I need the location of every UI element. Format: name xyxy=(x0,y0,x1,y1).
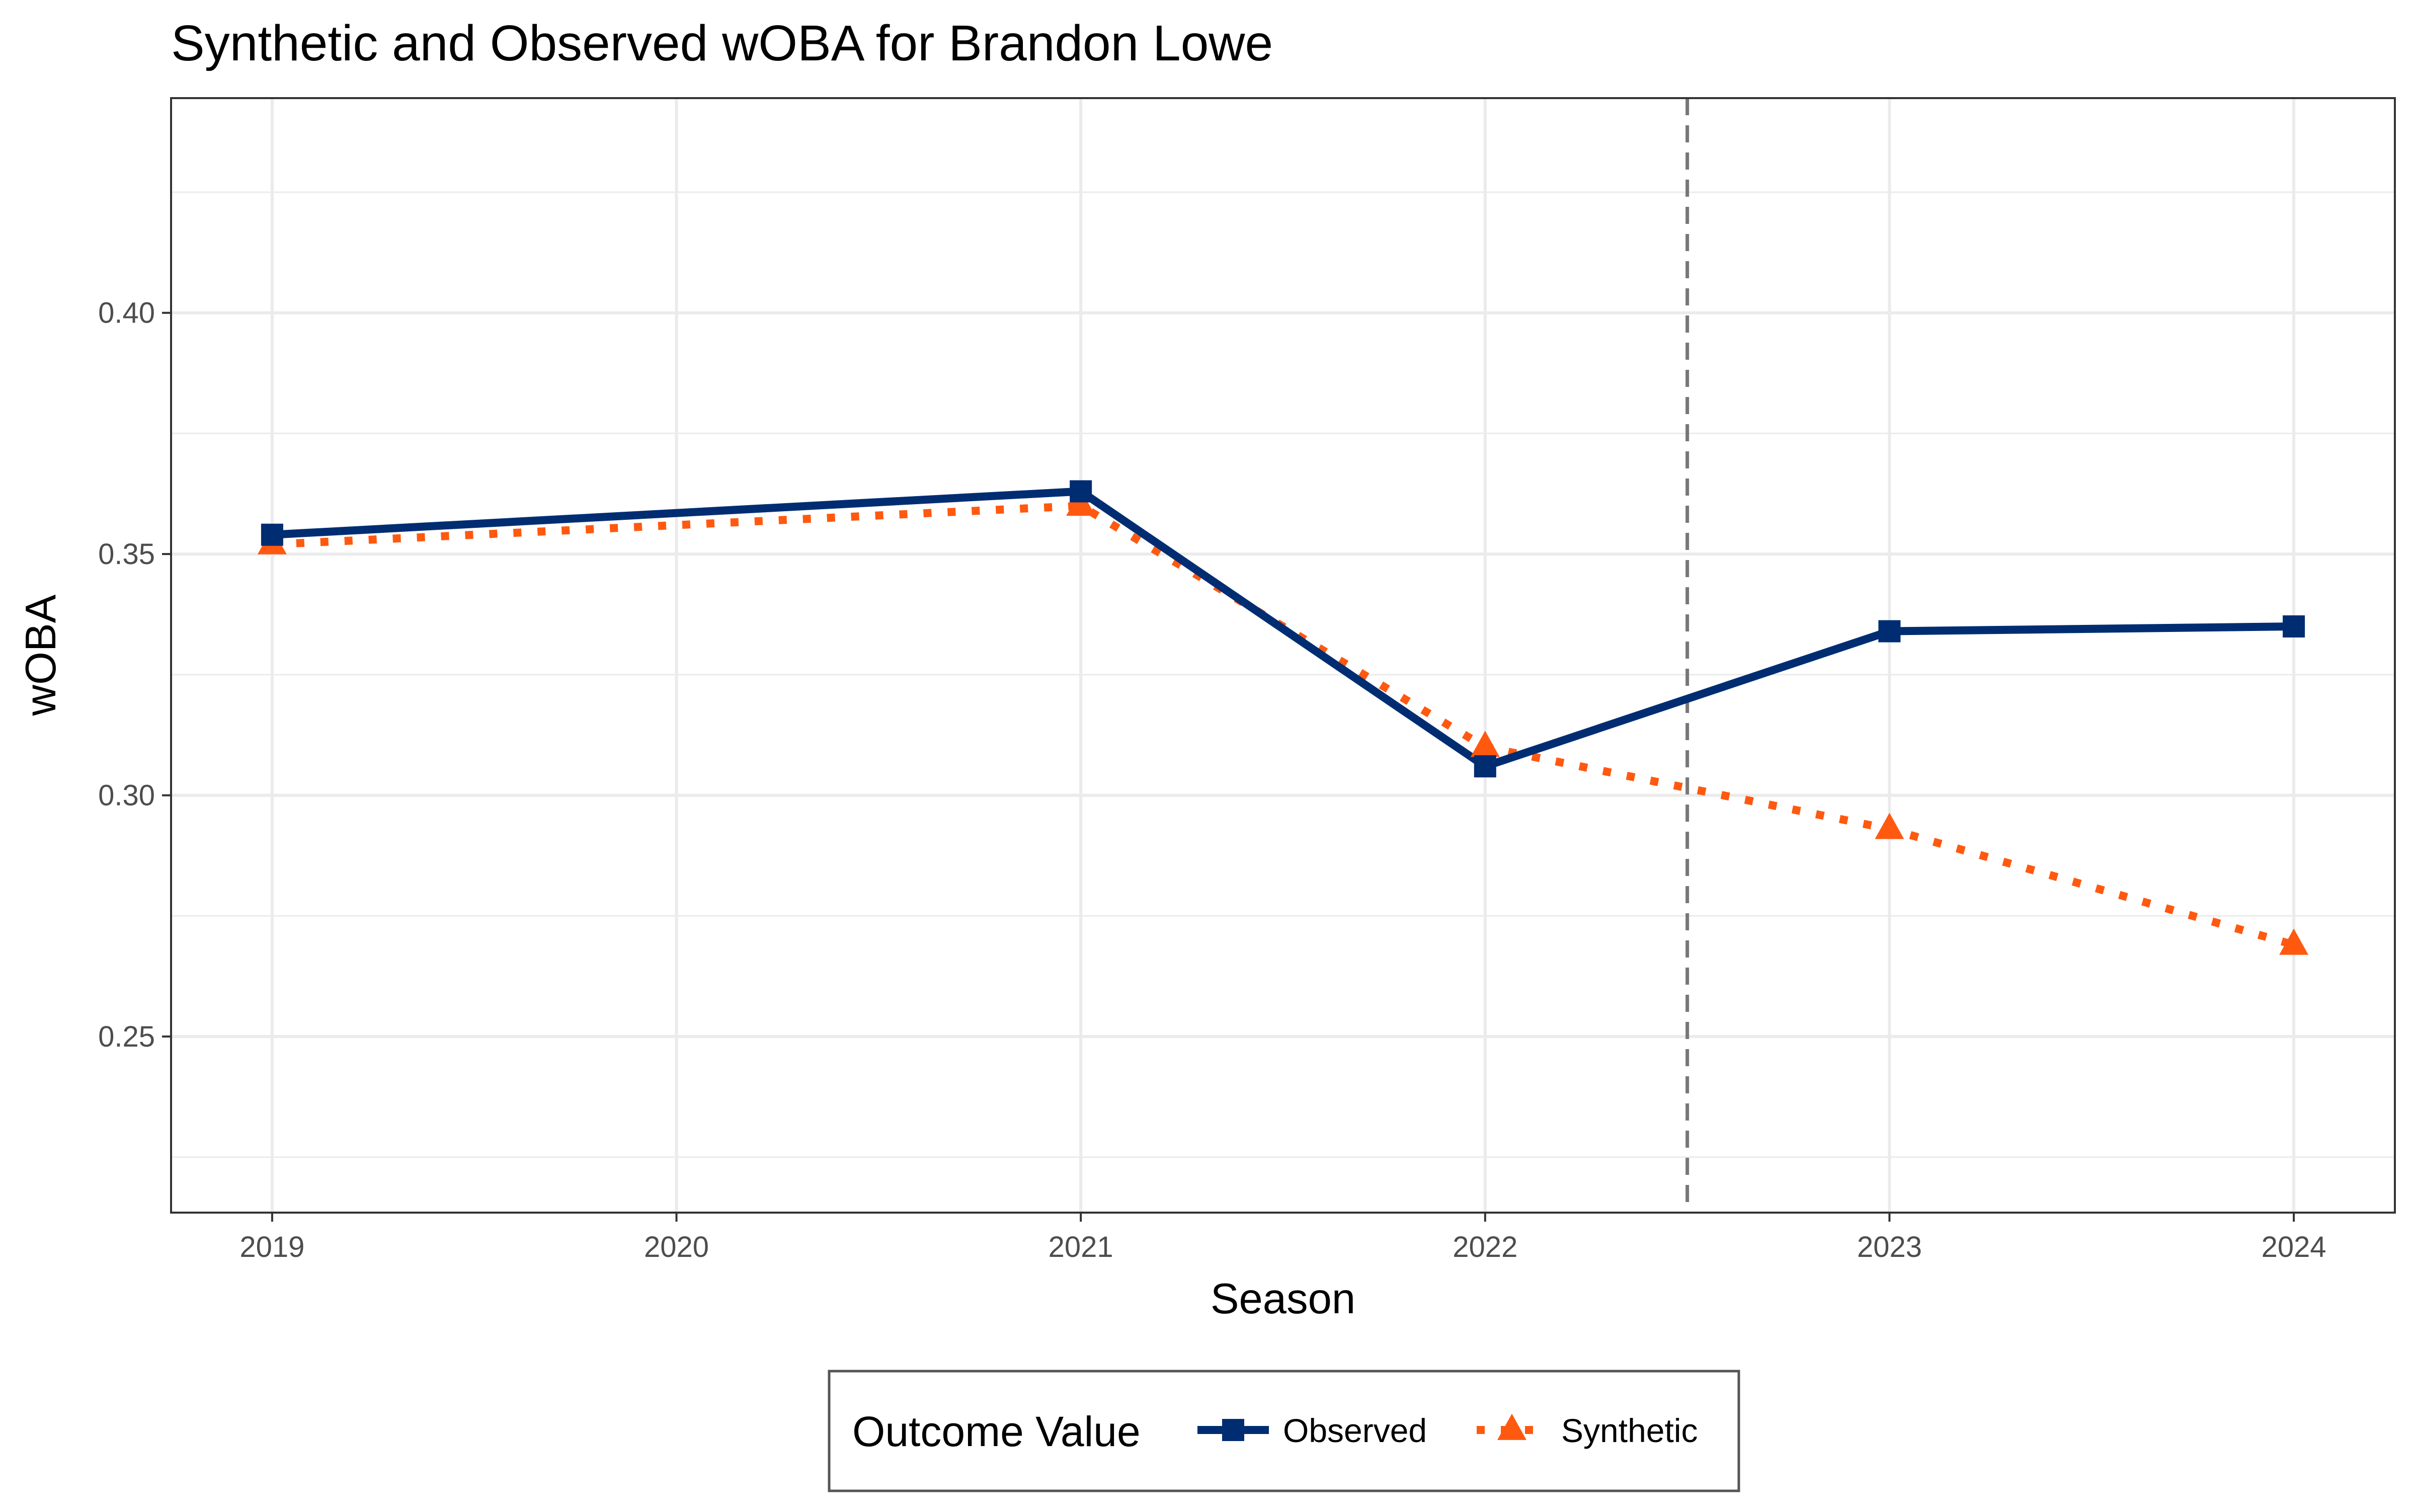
point-observed xyxy=(261,523,283,546)
y-tick-label: 0.35 xyxy=(98,538,155,571)
legend-title: Outcome Value xyxy=(852,1408,1141,1455)
x-tick-label: 2023 xyxy=(1857,1231,1922,1263)
point-observed xyxy=(1878,620,1901,643)
x-tick-label: 2021 xyxy=(1049,1231,1113,1263)
y-tick-label: 0.30 xyxy=(98,779,155,812)
chart-title: Synthetic and Observed wOBA for Brandon … xyxy=(171,15,1273,71)
y-tick-label: 0.25 xyxy=(98,1020,155,1053)
point-observed xyxy=(1070,480,1092,503)
legend-label-observed: Observed xyxy=(1283,1412,1427,1449)
axis-layer: 0.25 0.30 0.35 0.40 2019 2020 2021 2022 2023 2024 xyxy=(98,297,2326,1263)
y-axis-title: wOBA xyxy=(17,594,65,716)
legend-key-marker-observed xyxy=(1222,1419,1244,1441)
x-tick-label: 2024 xyxy=(2262,1231,2326,1263)
x-tick-label: 2022 xyxy=(1453,1231,1517,1263)
point-synthetic xyxy=(1470,731,1500,757)
legend-key-marker-synthetic xyxy=(1497,1413,1526,1440)
x-tick-label: 2020 xyxy=(644,1231,709,1263)
point-synthetic xyxy=(2279,928,2309,955)
point-observed xyxy=(2283,615,2305,638)
legend-frame xyxy=(828,1370,1740,1492)
y-tick-label: 0.40 xyxy=(98,297,155,330)
x-axis-title: Season xyxy=(1211,1275,1355,1323)
series-line-synthetic xyxy=(272,502,2295,949)
series-line-observed xyxy=(272,487,2294,771)
legend-label-synthetic: Synthetic xyxy=(1561,1412,1698,1449)
point-observed xyxy=(1474,755,1496,778)
series-layer xyxy=(257,480,2309,955)
x-tick-label: 2019 xyxy=(239,1231,304,1263)
point-synthetic xyxy=(1066,489,1096,516)
legend-keys xyxy=(1197,1413,1547,1441)
plot-panel-border xyxy=(170,97,2396,1214)
legend: Outcome Value Observed Synthetic xyxy=(828,1370,1740,1492)
point-synthetic xyxy=(1875,813,1904,839)
grid-layer xyxy=(171,98,2395,1213)
